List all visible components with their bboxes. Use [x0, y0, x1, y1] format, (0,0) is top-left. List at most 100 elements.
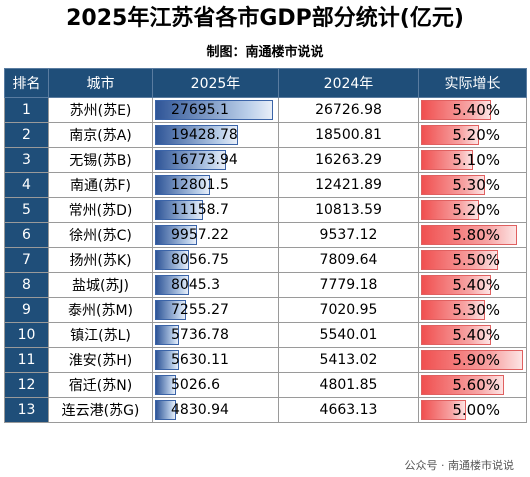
city-cell: 南通(苏F)	[48, 172, 153, 198]
table-row[interactable]: 4 南通(苏F) 12801.5 12421.89 5.30%	[4, 172, 527, 198]
gdp-2025-bar	[155, 225, 198, 245]
city-cell: 徐州(苏C)	[48, 222, 153, 248]
gdp-2025-value: 8056.75	[171, 252, 229, 268]
city-cell: 连云港(苏G)	[48, 397, 153, 423]
growth-bar	[421, 400, 467, 420]
header-2024[interactable]: 2024年	[278, 68, 419, 98]
rank-cell: 4	[4, 172, 49, 198]
growth-value: 5.90%	[452, 351, 500, 369]
gdp-2025-bar	[155, 175, 210, 195]
growth-bar	[421, 350, 523, 370]
growth-value: 5.40%	[452, 276, 500, 294]
gdp-2024-cell: 4801.85	[278, 372, 419, 398]
rank-cell: 13	[4, 397, 49, 423]
growth-cell: 5.30%	[418, 297, 527, 323]
rank-cell: 6	[4, 222, 49, 248]
gdp-2025-cell: 8056.75	[152, 247, 279, 273]
growth-cell: 5.40%	[418, 97, 527, 123]
gdp-2025-cell: 5026.6	[152, 372, 279, 398]
table-row[interactable]: 2 南京(苏A) 19428.78 18500.81 5.20%	[4, 122, 527, 148]
rank-cell: 9	[4, 297, 49, 323]
gdp-2025-cell: 12801.5	[152, 172, 279, 198]
gdp-2025-bar	[155, 100, 273, 120]
header-rank[interactable]: 排名	[4, 68, 49, 98]
gdp-2025-cell: 8045.3	[152, 272, 279, 298]
gdp-2025-bar	[155, 350, 179, 370]
gdp-2024-cell: 5540.01	[278, 322, 419, 348]
table-row[interactable]: 8 盐城(苏J) 8045.3 7779.18 5.40%	[4, 272, 527, 298]
table-row[interactable]: 5 常州(苏D) 11158.7 10813.59 5.20%	[4, 197, 527, 223]
header-city[interactable]: 城市	[48, 68, 153, 98]
table-row[interactable]: 6 徐州(苏C) 9957.22 9537.12 5.80%	[4, 222, 527, 248]
rank-cell: 5	[4, 197, 49, 223]
gdp-2025-value: 5736.78	[171, 327, 229, 343]
rank-cell: 12	[4, 372, 49, 398]
growth-cell: 5.40%	[418, 272, 527, 298]
header-growth[interactable]: 实际增长	[418, 68, 527, 98]
city-cell: 南京(苏A)	[48, 122, 153, 148]
table-row[interactable]: 10 镇江(苏L) 5736.78 5540.01 5.40%	[4, 322, 527, 348]
gdp-2025-cell: 4830.94	[152, 397, 279, 423]
gdp-2025-cell: 5736.78	[152, 322, 279, 348]
page-title: 2025年江苏省各市GDP部分统计(亿元)	[66, 6, 464, 31]
growth-cell: 5.00%	[418, 397, 527, 423]
city-cell: 宿迁(苏N)	[48, 372, 153, 398]
footer-watermark: 公众号 · 南通楼市说说	[404, 457, 514, 473]
table-row[interactable]: 11 淮安(苏H) 5630.11 5413.02 5.90%	[4, 347, 527, 373]
gdp-2025-value: 4830.94	[171, 402, 229, 418]
growth-bar	[421, 375, 505, 395]
gdp-2024-cell: 7020.95	[278, 297, 419, 323]
growth-bar	[421, 225, 517, 245]
gdp-2024-cell: 12421.89	[278, 172, 419, 198]
city-cell: 苏州(苏E)	[48, 97, 153, 123]
gdp-2025-value: 8045.3	[171, 277, 220, 293]
rank-cell: 11	[4, 347, 49, 373]
growth-cell: 5.40%	[418, 322, 527, 348]
gdp-2025-value: 12801.5	[171, 177, 229, 193]
growth-bar	[421, 275, 492, 295]
city-cell: 扬州(苏K)	[48, 247, 153, 273]
growth-bar	[421, 150, 473, 170]
table-row[interactable]: 9 泰州(苏M) 7255.27 7020.95 5.30%	[4, 297, 527, 323]
city-cell: 镇江(苏L)	[48, 322, 153, 348]
rank-cell: 2	[4, 122, 49, 148]
table-row[interactable]: 13 连云港(苏G) 4830.94 4663.13 5.00%	[4, 397, 527, 423]
city-cell: 无锡(苏B)	[48, 147, 153, 173]
gdp-2025-bar	[155, 400, 176, 420]
growth-cell: 5.80%	[418, 222, 527, 248]
table-row[interactable]: 1 苏州(苏E) 27695.1 26726.98 5.40%	[4, 97, 527, 123]
growth-value: 5.60%	[452, 376, 500, 394]
table-row[interactable]: 7 扬州(苏K) 8056.75 7809.64 5.50%	[4, 247, 527, 273]
growth-bar	[421, 250, 498, 270]
gdp-2024-cell: 4663.13	[278, 397, 419, 423]
growth-bar	[421, 125, 479, 145]
credit-line: 制图：南通楼市说说	[206, 45, 324, 60]
growth-value: 5.20%	[452, 201, 500, 219]
gdp-2025-cell: 19428.78	[152, 122, 279, 148]
gdp-2025-bar	[155, 150, 227, 170]
gdp-2024-cell: 7809.64	[278, 247, 419, 273]
table-row[interactable]: 12 宿迁(苏N) 5026.6 4801.85 5.60%	[4, 372, 527, 398]
growth-value: 5.10%	[452, 151, 500, 169]
gdp-2025-cell: 16773.94	[152, 147, 279, 173]
gdp-2025-value: 5026.6	[171, 377, 220, 393]
growth-cell: 5.20%	[418, 122, 527, 148]
city-cell: 泰州(苏M)	[48, 297, 153, 323]
gdp-2025-bar	[155, 250, 190, 270]
growth-cell: 5.30%	[418, 172, 527, 198]
growth-bar	[421, 300, 486, 320]
rank-cell: 3	[4, 147, 49, 173]
header-2025[interactable]: 2025年	[152, 68, 279, 98]
table-row[interactable]: 3 无锡(苏B) 16773.94 16263.29 5.10%	[4, 147, 527, 173]
rank-cell: 10	[4, 322, 49, 348]
gdp-2025-bar	[155, 375, 177, 395]
gdp-2025-value: 19428.78	[171, 127, 238, 143]
gdp-2025-cell: 5630.11	[152, 347, 279, 373]
gdp-2025-bar	[155, 125, 238, 145]
gdp-2025-value: 5630.11	[171, 352, 229, 368]
growth-bar	[421, 175, 486, 195]
growth-cell: 5.60%	[418, 372, 527, 398]
gdp-2025-value: 7255.27	[171, 302, 229, 318]
gdp-2025-value: 27695.1	[171, 102, 229, 118]
table-body: 1 苏州(苏E) 27695.1 26726.98 5.40% 2 南京(苏A) 19428.…	[4, 97, 527, 423]
